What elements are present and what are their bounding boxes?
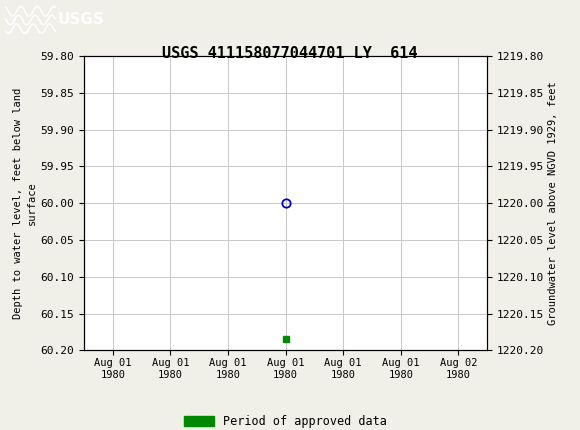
Y-axis label: Groundwater level above NGVD 1929, feet: Groundwater level above NGVD 1929, feet xyxy=(548,81,559,325)
Legend: Period of approved data: Period of approved data xyxy=(180,411,392,430)
Y-axis label: Depth to water level, feet below land
surface: Depth to water level, feet below land su… xyxy=(13,88,37,319)
Text: USGS: USGS xyxy=(58,12,105,28)
Text: USGS 411158077044701 LY  614: USGS 411158077044701 LY 614 xyxy=(162,46,418,61)
